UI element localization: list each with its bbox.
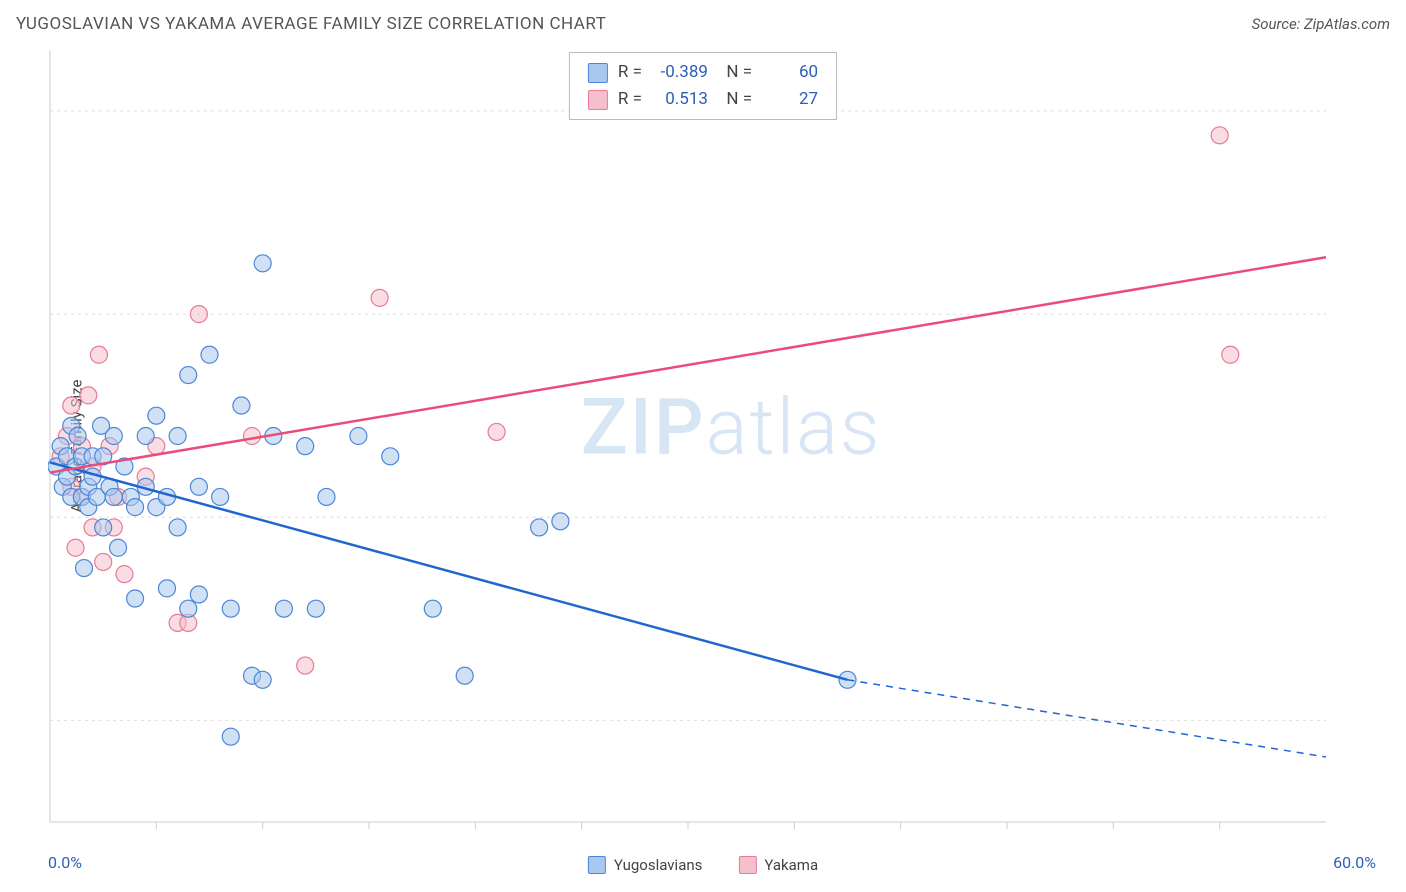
swatch-icon [588, 63, 608, 83]
legend-item-yakama: Yakama [738, 856, 818, 874]
swatch-icon [738, 856, 756, 874]
legend-label: Yugoslavians [614, 856, 703, 874]
x-axis-end: 60.0% [1333, 853, 1376, 872]
stats-n-label: N = [718, 86, 752, 113]
stats-r-label: R = [618, 59, 642, 86]
stats-row-yakama: R = 0.513 N = 27 [588, 86, 818, 113]
swatch-icon [588, 856, 606, 874]
chart-area: 2.003.004.005.00 [48, 48, 1386, 840]
stats-legend-box: R = -0.389 N = 60 R = 0.513 N = 27 [569, 52, 837, 120]
stats-r-value: 0.513 [652, 86, 708, 113]
stats-n-value: 27 [762, 86, 818, 113]
source-label: Source: ZipAtlas.com [1252, 15, 1390, 33]
scatter-plot [48, 48, 1386, 840]
bottom-legend: Yugoslavians Yakama [588, 856, 818, 874]
legend-label: Yakama [764, 856, 818, 874]
swatch-icon [588, 90, 608, 110]
stats-row-yugoslavians: R = -0.389 N = 60 [588, 59, 818, 86]
stats-n-label: N = [718, 59, 752, 86]
x-axis-start: 0.0% [48, 853, 82, 872]
chart-title: YUGOSLAVIAN VS YAKAMA AVERAGE FAMILY SIZ… [16, 14, 606, 34]
stats-r-label: R = [618, 86, 642, 113]
stats-r-value: -0.389 [652, 59, 708, 86]
stats-n-value: 60 [762, 59, 818, 86]
legend-item-yugoslavians: Yugoslavians [588, 856, 703, 874]
